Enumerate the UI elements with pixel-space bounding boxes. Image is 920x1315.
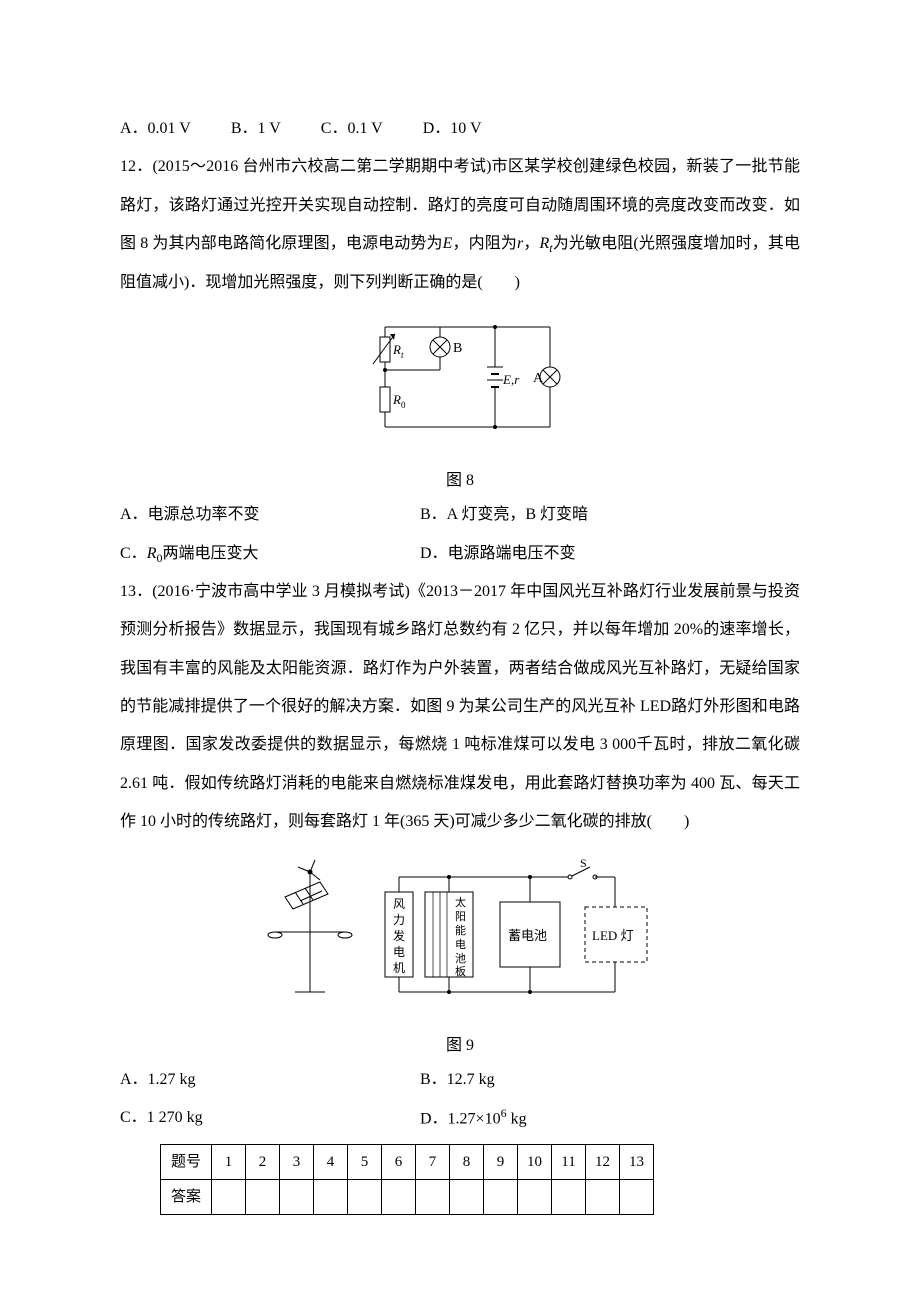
q11-option-d: D．10 V: [423, 110, 482, 148]
col-2: 2: [246, 1144, 280, 1179]
figure-8: A E,r R t R 0 B: [120, 312, 800, 457]
q12-options-row1: A．电源总功率不变 B．A 灯变亮，B 灯变暗: [120, 496, 800, 534]
svg-text:A: A: [533, 371, 544, 386]
q13-option-c: C．1 270 kg: [120, 1099, 420, 1139]
ans-2: [246, 1179, 280, 1214]
col-11: 11: [552, 1144, 586, 1179]
svg-text:发: 发: [393, 928, 405, 943]
q12-option-b: B．A 灯变亮，B 灯变暗: [420, 496, 588, 534]
svg-text:能: 能: [455, 923, 466, 937]
q11-option-a: A．0.01 V: [120, 110, 191, 148]
svg-text:LED 灯: LED 灯: [592, 928, 634, 943]
table-answer-row: 答案: [161, 1179, 654, 1214]
q11-option-c: C．0.1 V: [321, 110, 383, 148]
svg-text:t: t: [401, 350, 404, 360]
svg-text:E,r: E,r: [502, 372, 520, 387]
q12-options-row2: C．R0两端电压变大 D．电源路端电压不变: [120, 535, 800, 573]
col-7: 7: [416, 1144, 450, 1179]
q12-option-a: A．电源总功率不变: [120, 496, 420, 534]
ans-6: [382, 1179, 416, 1214]
answer-table: 题号 1 2 3 4 5 6 7 8 9 10 11 12 13 答案: [160, 1144, 654, 1215]
diagram-9: 风 力 发 电 机 太 阳 能 电 池 板 蓄电池 LED 灯 S: [250, 852, 670, 1007]
table-header-row: 题号 1 2 3 4 5 6 7 8 9 10 11 12 13: [161, 1144, 654, 1179]
q13-options-row1: A．1.27 kg B．12.7 kg: [120, 1061, 800, 1099]
col-1: 1: [212, 1144, 246, 1179]
q11-option-b: B．1 V: [231, 110, 281, 148]
svg-text:B: B: [453, 341, 462, 356]
ans-1: [212, 1179, 246, 1214]
svg-text:S: S: [580, 856, 587, 870]
col-3: 3: [280, 1144, 314, 1179]
q11-options: A．0.01 V B．1 V C．0.1 V D．10 V: [120, 110, 800, 148]
ans-8: [450, 1179, 484, 1214]
q13-option-b: B．12.7 kg: [420, 1061, 495, 1099]
col-8: 8: [450, 1144, 484, 1179]
ans-5: [348, 1179, 382, 1214]
circuit-diagram-8: A E,r R t R 0 B: [345, 312, 575, 442]
col-13: 13: [620, 1144, 654, 1179]
svg-text:蓄电池: 蓄电池: [508, 928, 547, 943]
svg-text:机: 机: [393, 961, 405, 975]
ans-3: [280, 1179, 314, 1214]
ans-12: [586, 1179, 620, 1214]
q12-text: 12．(2015～2016 台州市六校高二第二学期期中考试)市区某学校创建绿色校…: [120, 148, 800, 302]
figure-9: 风 力 发 电 机 太 阳 能 电 池 板 蓄电池 LED 灯 S: [120, 852, 800, 1022]
svg-text:0: 0: [401, 400, 406, 410]
q13-text: 13．(2016·宁波市高中学业 3 月模拟考试)《2013－2017 年中国风…: [120, 573, 800, 842]
svg-text:板: 板: [455, 964, 466, 978]
svg-text:太: 太: [455, 896, 466, 909]
svg-text:电: 电: [393, 945, 405, 959]
q12-option-d: D．电源路端电压不变: [420, 535, 576, 573]
q13-option-d: D．1.27×106 kg: [420, 1099, 527, 1139]
svg-text:池: 池: [455, 952, 466, 965]
col-10: 10: [518, 1144, 552, 1179]
col-4: 4: [314, 1144, 348, 1179]
header-label: 题号: [161, 1144, 212, 1179]
svg-text:风: 风: [393, 897, 405, 911]
ans-10: [518, 1179, 552, 1214]
ans-4: [314, 1179, 348, 1214]
ans-13: [620, 1179, 654, 1214]
col-12: 12: [586, 1144, 620, 1179]
svg-text:R: R: [392, 342, 401, 357]
answer-label: 答案: [161, 1179, 212, 1214]
col-5: 5: [348, 1144, 382, 1179]
svg-text:R: R: [392, 392, 401, 407]
ans-7: [416, 1179, 450, 1214]
col-9: 9: [484, 1144, 518, 1179]
ans-9: [484, 1179, 518, 1214]
q12-option-c: C．R0两端电压变大: [120, 535, 420, 573]
col-6: 6: [382, 1144, 416, 1179]
ans-11: [552, 1179, 586, 1214]
q13-options-row2: C．1 270 kg D．1.27×106 kg: [120, 1099, 800, 1139]
figure-8-caption: 图 8: [120, 467, 800, 496]
svg-text:力: 力: [393, 913, 405, 927]
svg-text:阳: 阳: [455, 910, 466, 923]
svg-text:电: 电: [455, 938, 466, 951]
q13-option-a: A．1.27 kg: [120, 1061, 420, 1099]
figure-9-caption: 图 9: [120, 1032, 800, 1061]
